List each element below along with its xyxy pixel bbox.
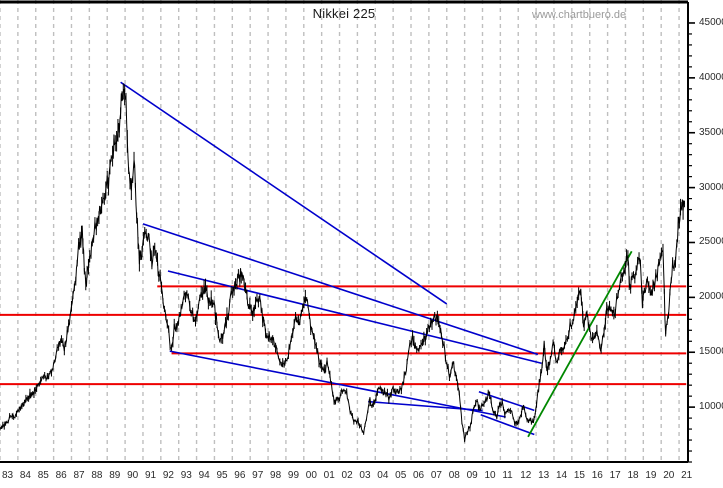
x-axis-tick-label: 13 — [538, 470, 550, 481]
y-axis-tick-label: 45000 — [699, 16, 723, 28]
trendline-downtrend-upper-1991 — [142, 223, 539, 356]
x-axis-tick-label: 02 — [341, 470, 353, 481]
x-axis-tick-label: 04 — [377, 470, 389, 481]
plot-border — [0, 0, 689, 463]
x-axis-tick-label: 16 — [591, 470, 603, 481]
uptrend-line — [527, 250, 633, 438]
y-axis-tick-label: 40000 — [699, 71, 723, 83]
y-axis-tick-label: 20000 — [699, 291, 723, 303]
y-axis-tick-label: 35000 — [699, 126, 723, 138]
x-axis-tick-label: 95 — [216, 470, 228, 481]
x-axis-tick-label: 85 — [37, 470, 49, 481]
x-axis-tick-label: 08 — [448, 470, 460, 481]
x-axis-tick-label: 00 — [305, 470, 317, 481]
x-axis-tick-label: 94 — [198, 470, 210, 481]
trendline-uptrend-2012 — [527, 250, 633, 438]
trendline-channel-lower-2010 — [480, 414, 535, 436]
x-axis-tick-label: 96 — [234, 470, 246, 481]
x-axis-tick-label: 05 — [395, 470, 407, 481]
y-axis-tick-label: 10000 — [699, 401, 723, 413]
x-axis-tick-label: 06 — [413, 470, 425, 481]
price-bars — [0, 83, 685, 443]
trendline-downtrend-major-1989 — [120, 81, 448, 305]
page-title: Nikkei 225 — [312, 6, 376, 21]
x-axis-tick-label: 19 — [645, 470, 657, 481]
x-axis-tick-label: 14 — [555, 470, 568, 481]
x-axis-tick-label: 10 — [484, 470, 496, 481]
x-axis-tick-label: 88 — [91, 470, 103, 481]
x-axis-tick-label: 18 — [627, 470, 639, 481]
x-axis-tick-label: 90 — [127, 470, 139, 481]
x-axis-tick-label: 92 — [162, 470, 174, 481]
x-axis-tick-label: 15 — [573, 470, 585, 481]
y-axis-tick-label: 30000 — [699, 181, 723, 193]
x-axis-tick-label: 93 — [180, 470, 192, 481]
x-axis-tick-label: 09 — [466, 470, 478, 481]
x-axis-tick-label: 20 — [663, 470, 675, 481]
x-axis-tick-label: 89 — [109, 470, 121, 481]
x-axis-tick-label: 84 — [19, 470, 31, 481]
x-axis-tick-label: 99 — [287, 470, 300, 481]
x-axis-tick-label: 12 — [520, 470, 532, 481]
x-axis-tick-label: 86 — [55, 470, 67, 481]
y-axis-tick-label: 15000 — [699, 346, 723, 358]
watermark-text: www.chartbuero.de — [532, 9, 627, 21]
x-axis-tick-label: 03 — [359, 470, 371, 481]
x-axis-tick-label: 98 — [270, 470, 282, 481]
trendline-downtrend-lower-2003 — [368, 400, 483, 412]
trendlines — [120, 81, 542, 436]
trendline-downtrend-lower-1992 — [169, 350, 506, 418]
x-axis-tick-label: 83 — [2, 470, 14, 481]
axis-ticks — [688, 22, 695, 463]
y-axis-tick-label: 25000 — [699, 236, 723, 248]
price-line — [0, 89, 685, 442]
x-axis-tick-label: 91 — [144, 470, 157, 481]
x-axis-tick-label: 17 — [609, 470, 621, 481]
x-axis-tick-label: 97 — [252, 470, 264, 481]
x-axis-tick-label: 11 — [502, 470, 513, 481]
x-axis-tick-label: 07 — [430, 470, 442, 481]
price-series — [0, 83, 685, 443]
x-axis-tick-label: 01 — [323, 470, 335, 481]
x-axis-tick-label: 87 — [73, 470, 85, 481]
x-axis-tick-label: 21 — [681, 470, 693, 481]
trendline-downtrend-mid-1996 — [167, 270, 542, 364]
horizontal-level-lines — [0, 285, 687, 386]
